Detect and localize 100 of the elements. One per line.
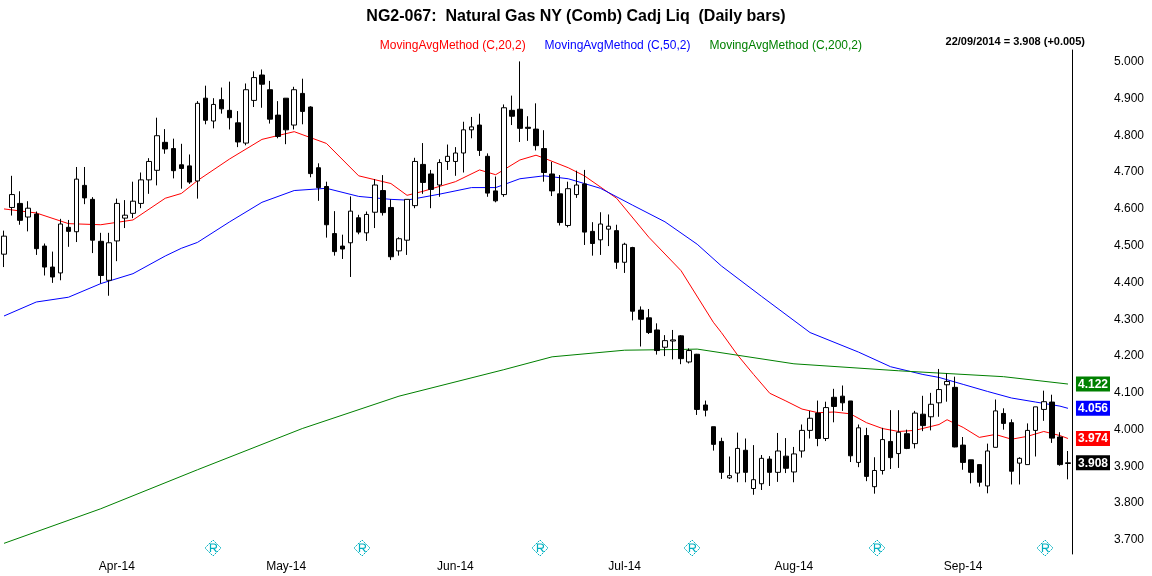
x-tick-label: May-14 <box>266 559 307 573</box>
candlestick <box>662 334 668 357</box>
candlestick <box>703 400 708 417</box>
candlestick <box>50 251 55 284</box>
candlestick <box>396 236 402 257</box>
candlestick <box>896 409 901 469</box>
candlestick <box>485 152 490 198</box>
x-tick-label: Apr-14 <box>98 559 136 573</box>
candlestick <box>815 400 821 447</box>
candlestick <box>646 308 652 335</box>
candlestick <box>848 400 853 463</box>
candlestick <box>670 329 676 360</box>
y-tick-label: 3.900 <box>1114 458 1145 473</box>
candlestick <box>944 372 950 403</box>
candlestick <box>557 174 563 226</box>
x-tick-label: Jun-14 <box>437 559 475 573</box>
candlestick <box>606 213 611 247</box>
candlestick <box>920 395 926 432</box>
text: 22/09/2014 = 3.908 (+0.005) <box>945 34 1086 47</box>
candlestick <box>767 455 772 487</box>
candlestick <box>807 410 813 439</box>
candlestick <box>445 144 450 171</box>
candlestick <box>122 199 128 229</box>
data-label: 4.122 <box>1077 377 1109 392</box>
candlestick <box>348 195 353 278</box>
y-tick-label: 4.100 <box>1114 385 1145 400</box>
candlestick <box>17 190 23 226</box>
candlestick <box>686 347 692 364</box>
candlestick <box>993 398 998 448</box>
candlestick <box>58 218 63 281</box>
candlestick <box>501 103 507 198</box>
candlestick <box>179 143 184 190</box>
candlestick <box>412 157 418 209</box>
candlestick <box>356 214 361 235</box>
candlestick <box>211 97 216 129</box>
y-tick-label: 4.800 <box>1114 127 1145 142</box>
candlestick <box>622 242 627 274</box>
candlestick <box>1009 418 1014 485</box>
candlestick <box>880 427 885 476</box>
candlestick <box>823 401 829 442</box>
x-tick-label: Jul-14 <box>608 559 642 573</box>
y-tick-label: 4.600 <box>1114 201 1145 216</box>
candlestick <box>219 87 224 115</box>
candlestick <box>517 60 523 143</box>
candlestick <box>549 161 555 197</box>
candlestick <box>316 162 321 202</box>
y-tick-label: 4.500 <box>1114 237 1145 252</box>
candlestick <box>1041 390 1047 422</box>
candlestick <box>541 129 547 183</box>
candlestick <box>162 128 168 155</box>
candlestick <box>66 219 71 248</box>
candlestick <box>437 158 442 198</box>
candlestick <box>130 181 136 219</box>
candlestick <box>235 110 241 148</box>
candlestick <box>98 232 104 285</box>
candlestick <box>743 437 748 483</box>
candlestick <box>727 456 732 480</box>
y-tick-label: 4.400 <box>1114 274 1145 289</box>
candlestick <box>195 100 200 200</box>
candlestick <box>582 169 587 246</box>
candlestick <box>372 178 378 229</box>
line-series <box>3 131 1069 440</box>
candlestick <box>977 464 982 488</box>
candlestick <box>428 169 434 209</box>
candlestick <box>187 153 192 185</box>
candlestick <box>1017 456 1022 485</box>
candlestick <box>171 138 176 179</box>
candlestick <box>799 424 805 459</box>
candlestick <box>574 170 579 199</box>
candlestick <box>775 432 781 483</box>
candlestick <box>598 211 603 256</box>
candlestick <box>404 198 410 256</box>
candlestick <box>227 81 232 130</box>
candlestick <box>1001 407 1006 431</box>
candlestick <box>912 410 918 449</box>
candlestick <box>300 78 305 125</box>
y-tick-label: 3.700 <box>1114 532 1145 547</box>
candlestick <box>340 234 345 260</box>
candlestick <box>928 392 934 431</box>
candlestick <box>1025 422 1030 466</box>
candlestick <box>9 175 15 217</box>
candlestick <box>654 322 660 356</box>
candlestick <box>25 200 31 232</box>
candlestick <box>960 436 966 471</box>
candlestick <box>735 432 740 483</box>
candlestick <box>936 368 942 418</box>
candlestick <box>364 211 369 242</box>
candlestick <box>453 146 458 177</box>
candlestick <box>509 95 515 126</box>
candlestick <box>1033 406 1038 458</box>
line-series <box>3 175 1069 409</box>
candlestick <box>324 181 329 239</box>
candlestick <box>952 376 958 448</box>
y-tick-label: 4.300 <box>1114 311 1145 326</box>
candlestick <box>308 105 313 178</box>
candlestick <box>856 424 861 468</box>
candlestick <box>1049 394 1055 444</box>
candlestick <box>469 116 474 139</box>
candlestick <box>831 388 837 423</box>
x-tick-label: Sep-14 <box>943 559 983 573</box>
